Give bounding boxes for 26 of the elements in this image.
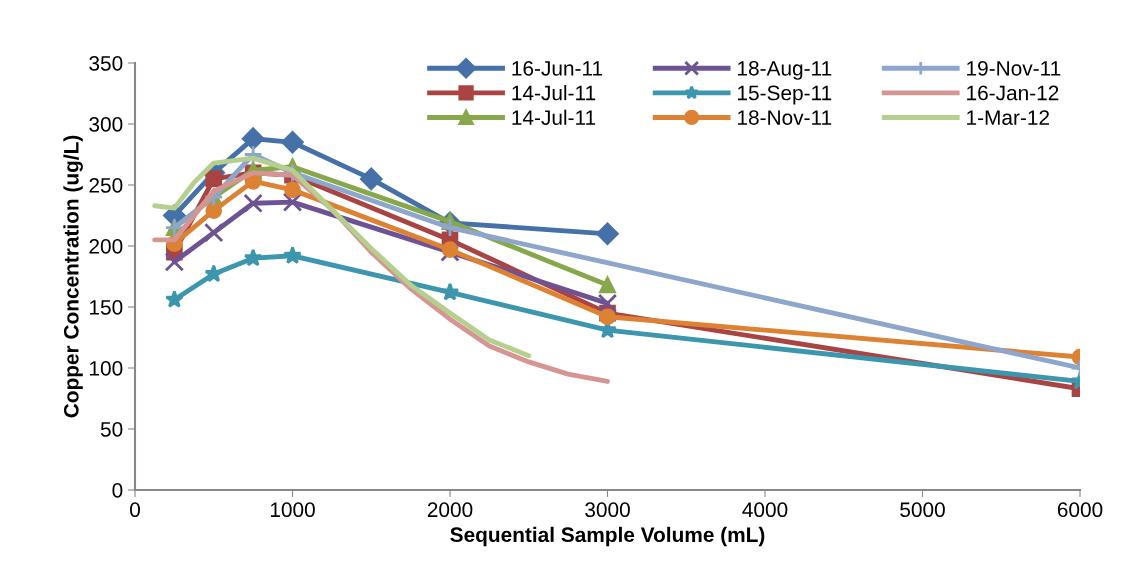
y-tick-label: 350 — [89, 56, 123, 71]
legend-label: 14-Jul-11 — [512, 109, 596, 125]
legend-label: 16-Jun-11 — [512, 60, 603, 76]
legend-label: 16-Jan-12 — [967, 85, 1059, 101]
legend-label: 15-Sep-11 — [738, 85, 832, 105]
x-tick-label: 2000 — [427, 502, 473, 518]
x-tick-label: 5000 — [900, 502, 945, 518]
legend-label: 19-Nov-11 — [967, 60, 1061, 76]
y-tick-label: 200 — [89, 239, 123, 254]
legend-label: 1-Mar-12 — [967, 110, 1049, 125]
y-tick-label: 300 — [89, 117, 123, 132]
legend-label: 18-Nov-11 — [738, 110, 832, 125]
y-tick-label: 50 — [100, 422, 123, 437]
y-axis-title: Copper Concentration (ug/L) — [63, 135, 83, 418]
legend-label: 14-Jul-11 — [512, 85, 596, 101]
x-tick-label: 3000 — [585, 502, 630, 518]
x-tick-label: 1000 — [270, 502, 315, 518]
y-tick-label: 250 — [89, 178, 123, 193]
x-tick-label: 0 — [130, 502, 140, 518]
x-tick-label: 4000 — [742, 502, 788, 518]
x-tick-label: 6000 — [1057, 502, 1103, 518]
y-tick-label: 150 — [90, 300, 123, 315]
legend-label: 18-Aug-11 — [738, 60, 832, 80]
y-tick-label: 100 — [90, 361, 123, 376]
x-axis-title: Sequential Sample Volume (mL) — [450, 526, 765, 547]
y-tick-label: 0 — [112, 483, 123, 498]
